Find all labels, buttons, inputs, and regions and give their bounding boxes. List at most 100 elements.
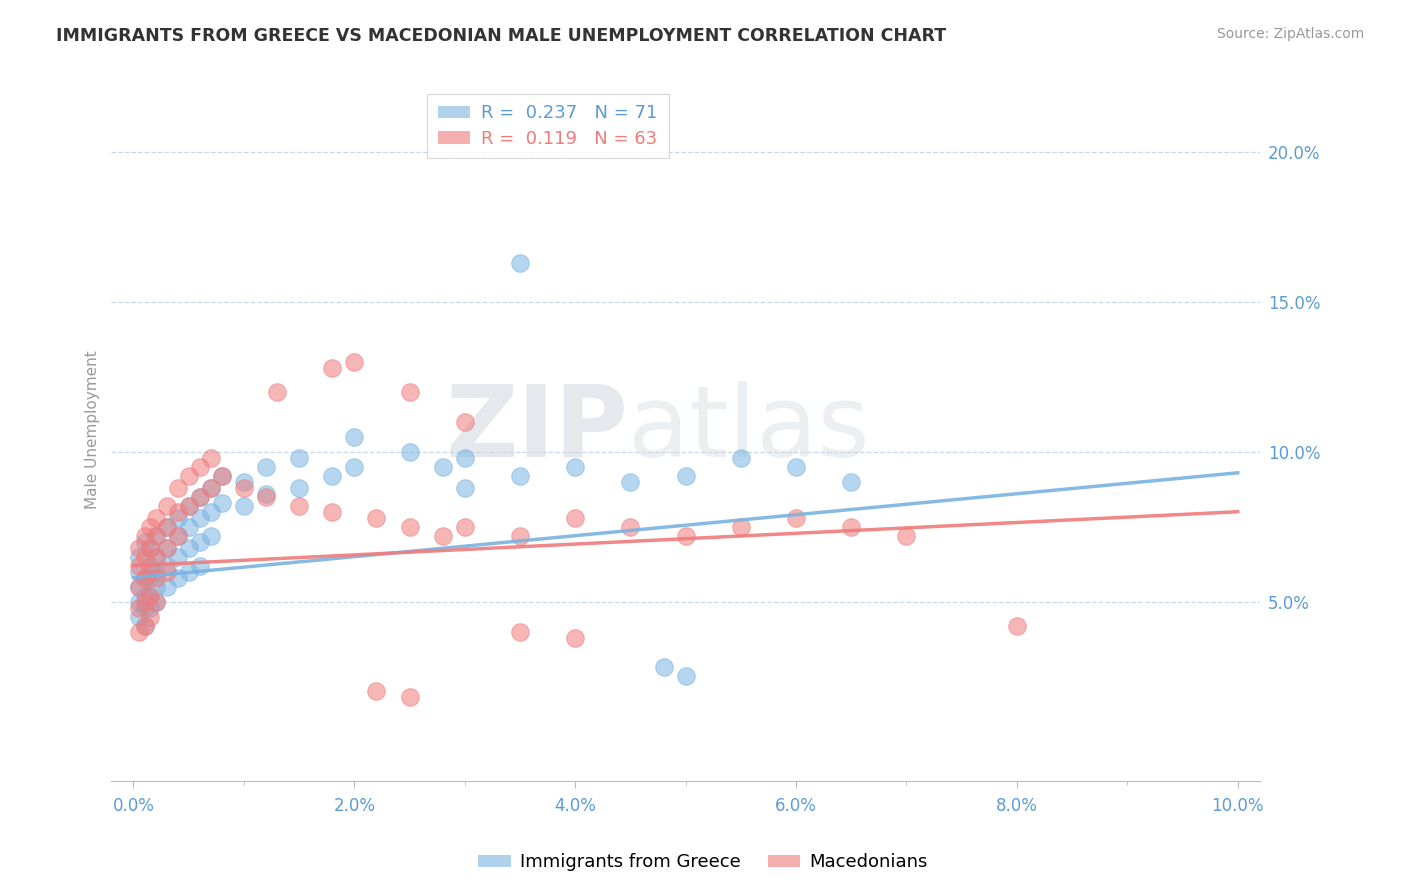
Point <box>145 580 167 594</box>
Point <box>177 499 200 513</box>
Point <box>454 450 477 465</box>
Point <box>156 565 179 579</box>
Point <box>652 660 675 674</box>
Point <box>134 618 156 632</box>
Point <box>288 499 311 513</box>
Point <box>398 384 420 399</box>
Point <box>145 594 167 608</box>
Point <box>134 618 156 632</box>
Point <box>509 468 531 483</box>
Point <box>156 541 179 555</box>
Point <box>156 519 179 533</box>
Point <box>188 558 211 573</box>
Point <box>785 459 807 474</box>
Point <box>156 541 179 555</box>
Point <box>564 459 586 474</box>
Point <box>839 475 862 489</box>
Point <box>200 481 222 495</box>
Point <box>254 487 277 501</box>
Point <box>730 450 752 465</box>
Point <box>619 519 641 533</box>
Point <box>145 565 167 579</box>
Point <box>188 534 211 549</box>
Text: atlas: atlas <box>628 381 870 478</box>
Point <box>139 519 162 533</box>
Point <box>166 481 188 495</box>
Point <box>166 510 188 524</box>
Point <box>896 529 918 543</box>
Point <box>177 541 200 555</box>
Point <box>166 529 188 543</box>
Point <box>200 505 222 519</box>
Point <box>145 594 167 608</box>
Point <box>145 549 167 564</box>
Point <box>200 529 222 543</box>
Point <box>211 496 233 510</box>
Point <box>139 589 162 603</box>
Point <box>454 415 477 429</box>
Text: IMMIGRANTS FROM GREECE VS MACEDONIAN MALE UNEMPLOYMENT CORRELATION CHART: IMMIGRANTS FROM GREECE VS MACEDONIAN MAL… <box>56 27 946 45</box>
Point <box>211 468 233 483</box>
Point <box>288 481 311 495</box>
Point <box>128 558 150 573</box>
Point <box>177 499 200 513</box>
Point <box>288 450 311 465</box>
Point <box>139 600 162 615</box>
Point <box>139 589 162 603</box>
Point <box>156 499 179 513</box>
Y-axis label: Male Unemployment: Male Unemployment <box>86 350 100 508</box>
Point <box>139 558 162 573</box>
Point <box>128 580 150 594</box>
Point <box>232 499 254 513</box>
Point <box>398 445 420 459</box>
Point <box>134 571 156 585</box>
Point <box>145 529 167 543</box>
Point <box>675 468 697 483</box>
Point <box>254 490 277 504</box>
Point <box>134 549 156 564</box>
Point <box>128 541 150 555</box>
Point <box>166 529 188 543</box>
Point <box>266 384 288 399</box>
Point <box>128 580 150 594</box>
Point <box>675 669 697 683</box>
Point <box>1005 618 1028 632</box>
Point <box>134 571 156 585</box>
Point <box>432 529 454 543</box>
Point <box>432 459 454 474</box>
Point <box>232 475 254 489</box>
Point <box>188 490 211 504</box>
Point <box>730 519 752 533</box>
Point <box>321 361 343 376</box>
Point <box>564 631 586 645</box>
Point <box>366 510 388 524</box>
Point <box>785 510 807 524</box>
Point <box>134 594 156 608</box>
Legend: R =  0.237   N = 71, R =  0.119   N = 63: R = 0.237 N = 71, R = 0.119 N = 63 <box>427 94 668 159</box>
Point <box>128 600 150 615</box>
Point <box>128 624 150 639</box>
Point <box>177 565 200 579</box>
Point <box>366 684 388 698</box>
Point <box>177 519 200 533</box>
Point <box>398 690 420 705</box>
Point <box>166 571 188 585</box>
Text: ZIP: ZIP <box>446 381 628 478</box>
Point <box>156 519 179 533</box>
Point <box>675 529 697 543</box>
Point <box>139 571 162 585</box>
Point <box>145 529 167 543</box>
Point <box>139 541 162 555</box>
Point <box>188 459 211 474</box>
Point <box>128 609 150 624</box>
Point <box>145 571 167 585</box>
Point <box>343 430 366 444</box>
Point <box>188 510 211 524</box>
Point <box>156 580 179 594</box>
Point <box>128 565 150 579</box>
Point <box>564 510 586 524</box>
Point <box>619 475 641 489</box>
Point <box>134 529 156 543</box>
Point <box>134 600 156 615</box>
Point <box>177 468 200 483</box>
